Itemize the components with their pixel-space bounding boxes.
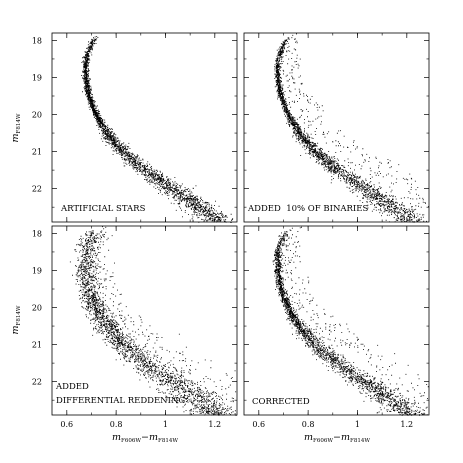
panel-frame	[243, 32, 430, 223]
y-tick-label: 18	[32, 229, 42, 238]
star-points	[274, 33, 429, 223]
panel-added-binaries: ADDED 10% OF BINARIES	[243, 32, 430, 223]
panel-label: ARTIFICIAL STARS	[60, 204, 146, 214]
y-axis-title-top: mF814W	[10, 113, 22, 142]
y-tick-labels: 18 19 20 21 22	[32, 36, 42, 193]
y-tick-label: 19	[32, 266, 42, 275]
star-point-cloud	[81, 36, 234, 223]
x-tick-label: 1	[163, 420, 168, 429]
x-tick-label: 0.8	[110, 420, 123, 429]
star-points	[81, 36, 234, 223]
star-point-cloud	[272, 226, 429, 416]
panel-frame	[51, 225, 238, 416]
panel-frame	[51, 32, 238, 223]
x-axis-title-left: mF606W−mF814W	[112, 432, 178, 444]
y-tick-label: 21	[32, 341, 42, 350]
y-tick-label: 22	[32, 185, 42, 194]
x-tick-label: 1.2	[400, 420, 413, 429]
panel-label: CORRECTED	[252, 397, 310, 407]
axis-ticks	[52, 226, 237, 415]
panel-label-line-1: ADDED	[55, 382, 89, 392]
x-tick-label: 0.6	[252, 420, 265, 429]
x-tick-labels: 0.6 0.8 1 1.2	[252, 420, 413, 429]
y-tick-label: 19	[32, 73, 42, 82]
x-tick-label: 1	[355, 420, 360, 429]
star-point-cloud	[274, 33, 429, 223]
panel-label: ADDED 10% OF BINARIES	[247, 204, 368, 214]
y-tick-label: 20	[32, 111, 42, 120]
y-tick-labels: 18 19 20 21 22	[32, 229, 42, 386]
star-point-cloud	[69, 226, 237, 416]
x-tick-label: 1.2	[208, 420, 221, 429]
y-tick-label: 18	[32, 36, 42, 45]
star-points	[69, 226, 237, 416]
panel-artificial-stars: ARTIFICIAL STARS 18 19 20 21 22	[32, 32, 238, 223]
y-tick-label: 21	[32, 148, 42, 157]
y-tick-label: 22	[32, 378, 42, 387]
y-axis-title-bottom: mF814W	[10, 305, 22, 334]
panel-frame	[243, 225, 430, 416]
x-tick-label: 0.6	[60, 420, 73, 429]
y-tick-label: 20	[32, 304, 42, 313]
star-points	[272, 226, 429, 416]
panel-corrected: CORRECTED 0.6 0.8 1 1.2	[243, 225, 430, 429]
x-tick-label: 0.8	[302, 420, 315, 429]
axis-ticks	[244, 33, 429, 222]
panel-differential-reddening: ADDED DIFFERENTIAL REDDENING 1819202122 …	[32, 225, 238, 429]
x-axis-title-right: mF606W−mF814W	[304, 432, 370, 444]
panel-label-line-2: DIFFERENTIAL REDDENING	[56, 396, 185, 406]
x-tick-labels: 0.6 0.8 1 1.2	[60, 420, 221, 429]
axis-ticks	[244, 226, 429, 415]
axis-ticks	[52, 33, 237, 222]
